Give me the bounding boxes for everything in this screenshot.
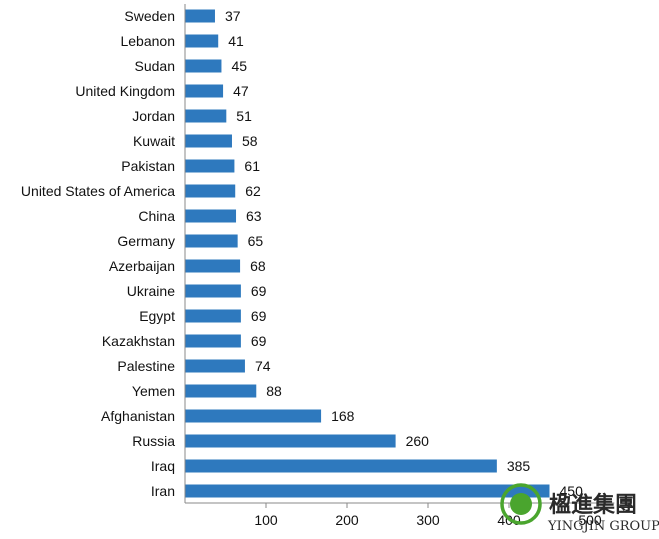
- bar-sweden: [185, 9, 215, 23]
- watermark-company-cn: 楹進集團: [549, 492, 637, 518]
- value-label-yemen: 88: [266, 383, 282, 399]
- value-label-iran: 450: [560, 483, 584, 499]
- value-label-china: 63: [246, 208, 262, 224]
- bars-layer: Sweden 37 Lebanon 41 Sudan 45 United Kingdom 47…: [21, 8, 583, 499]
- category-label-kuwait: Kuwait: [133, 133, 175, 149]
- bar-ukraine: [185, 284, 241, 298]
- bar-egypt: [185, 309, 241, 323]
- watermark-core: [510, 493, 532, 515]
- x-tick-label-300: 300: [416, 512, 440, 528]
- value-label-kuwait: 58: [242, 133, 258, 149]
- bar-sudan: [185, 59, 222, 73]
- bar-palestine: [185, 359, 245, 373]
- category-label-kazakhstan: Kazakhstan: [102, 333, 175, 349]
- category-label-russia: Russia: [132, 433, 175, 449]
- value-label-afghanistan: 168: [331, 408, 355, 424]
- value-label-lebanon: 41: [228, 33, 244, 49]
- value-label-sudan: 45: [231, 58, 247, 74]
- bar-yemen: [185, 384, 257, 398]
- bar-lebanon: [185, 34, 219, 48]
- category-label-iraq: Iraq: [151, 458, 175, 474]
- category-label-sudan: Sudan: [135, 58, 175, 74]
- category-label-lebanon: Lebanon: [120, 33, 175, 49]
- category-label-iran: Iran: [151, 483, 175, 499]
- x-tick-label-200: 200: [335, 512, 359, 528]
- value-label-germany: 65: [248, 233, 264, 249]
- value-label-kazakhstan: 69: [251, 333, 267, 349]
- category-label-united-kingdom: United Kingdom: [75, 83, 175, 99]
- category-label-azerbaijan: Azerbaijan: [109, 258, 175, 274]
- value-label-palestine: 74: [255, 358, 271, 374]
- watermark-logo: 楹進集團 YINGJIN GROUP: [500, 483, 659, 534]
- category-label-germany: Germany: [117, 233, 175, 249]
- bar-jordan: [185, 109, 227, 123]
- value-label-united-states-of-america: 62: [245, 183, 261, 199]
- x-tick-label-500: 500: [578, 512, 602, 528]
- bar-kazakhstan: [185, 334, 241, 348]
- category-label-egypt: Egypt: [139, 308, 175, 324]
- value-label-russia: 260: [406, 433, 430, 449]
- category-label-pakistan: Pakistan: [121, 158, 175, 174]
- bar-united-kingdom: [185, 84, 224, 98]
- value-label-united-kingdom: 47: [233, 83, 249, 99]
- value-label-azerbaijan: 68: [250, 258, 266, 274]
- bar-united-states-of-america: [185, 184, 236, 198]
- bar-afghanistan: [185, 409, 322, 423]
- value-label-egypt: 69: [251, 308, 267, 324]
- watermark-ring: [500, 483, 542, 525]
- value-label-sweden: 37: [225, 8, 241, 24]
- value-label-iraq: 385: [507, 458, 531, 474]
- category-label-jordan: Jordan: [132, 108, 175, 124]
- category-label-ukraine: Ukraine: [127, 283, 175, 299]
- bar-pakistan: [185, 159, 235, 173]
- category-label-sweden: Sweden: [124, 8, 175, 24]
- value-label-pakistan: 61: [244, 158, 260, 174]
- category-label-china: China: [138, 208, 175, 224]
- category-label-united-states-of-america: United States of America: [21, 183, 175, 199]
- category-label-palestine: Palestine: [117, 358, 175, 374]
- bar-kuwait: [185, 134, 232, 148]
- bar-germany: [185, 234, 238, 248]
- category-label-afghanistan: Afghanistan: [101, 408, 175, 424]
- category-label-yemen: Yemen: [132, 383, 175, 399]
- bar-iran: [185, 484, 550, 498]
- bar-china: [185, 209, 237, 223]
- value-label-jordan: 51: [236, 108, 252, 124]
- bar-azerbaijan: [185, 259, 241, 273]
- watermark-company-en: YINGJIN GROUP: [547, 519, 659, 534]
- x-tick-label-100: 100: [254, 512, 278, 528]
- value-label-ukraine: 69: [251, 283, 267, 299]
- bar-iraq: [185, 459, 497, 473]
- bar-russia: [185, 434, 396, 448]
